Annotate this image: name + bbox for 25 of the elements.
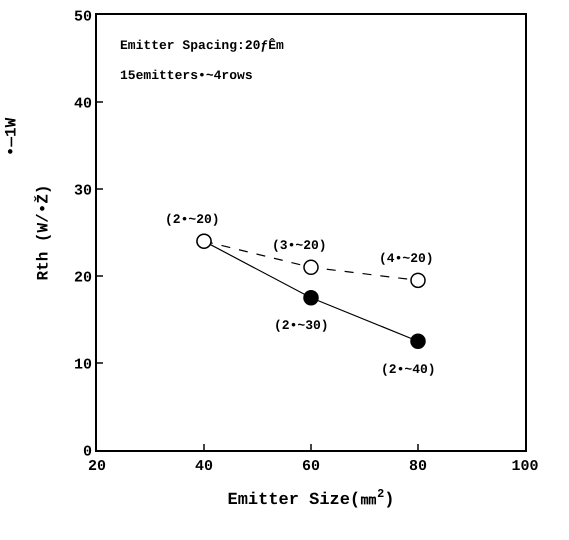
annotation: Emitter Spacing:20ƒÊm — [120, 38, 284, 53]
x-tick-label: 80 — [408, 458, 428, 475]
point — [410, 272, 426, 288]
annotation: (3•~20) — [272, 238, 327, 253]
point — [303, 290, 319, 306]
point — [410, 334, 426, 349]
y-tick-label: 50 — [74, 8, 92, 26]
y-tick-label: 30 — [74, 182, 92, 200]
text: •—1W — [2, 117, 21, 156]
y-axis-title: Rth (W/•Ž) — [33, 184, 52, 281]
y-tick-label: 40 — [74, 95, 92, 112]
y-tick-label: 0 — [82, 443, 92, 460]
x-axis-title: Emitter Size(㎜$^{2}$) — [228, 486, 394, 510]
annotation: 15emitters•~4rows — [120, 68, 253, 83]
x-tick-label: 20 — [88, 458, 106, 475]
annotation: (2•~40) — [381, 362, 436, 377]
annotation: (4•~20) — [379, 251, 434, 266]
annotation: (2•~20) — [165, 212, 220, 227]
x-tick-label: 60 — [302, 458, 320, 475]
y-tick-label: 20 — [74, 269, 92, 286]
point — [303, 260, 319, 276]
x-tick-label: 100 — [511, 458, 539, 475]
annotation: (2•~30) — [274, 318, 329, 333]
x-tick-label: 40 — [194, 458, 214, 475]
y-tick-label: 10 — [74, 356, 92, 374]
